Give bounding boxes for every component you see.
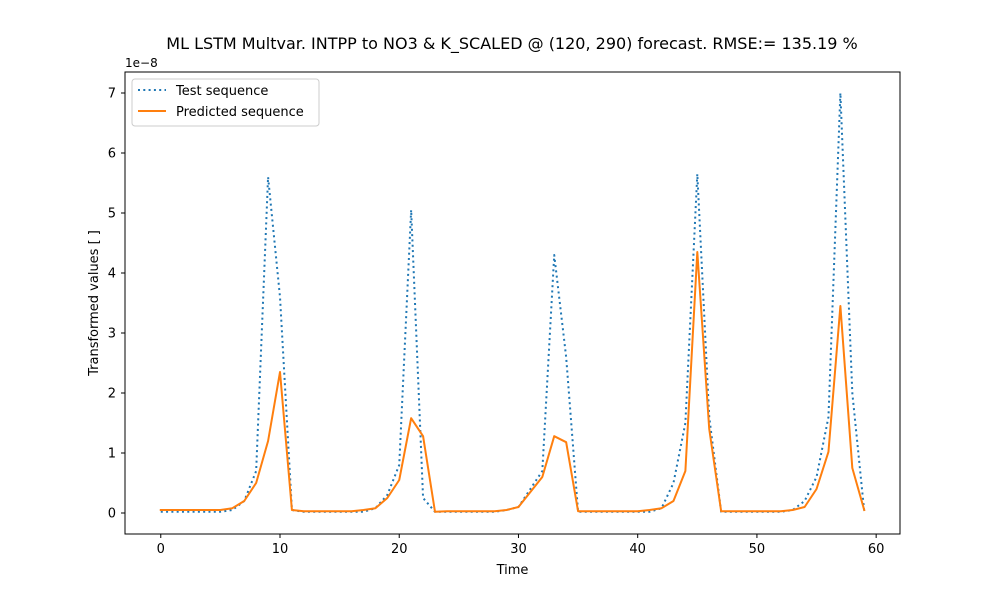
y-tick-label: 5 (108, 207, 116, 222)
y-tick-label: 2 (108, 387, 116, 402)
x-axis: 0 10 20 30 40 50 60 (157, 534, 885, 557)
chart-title: ML LSTM Multvar. INTPP to NO3 & K_SCALED… (166, 34, 857, 54)
y-tick-label: 4 (108, 267, 116, 282)
x-tick-label: 40 (629, 542, 646, 557)
y-tick-label: 0 (108, 507, 116, 522)
legend-box (131, 78, 320, 127)
y-tick-label: 7 (108, 87, 116, 102)
y-axis: 0 1 2 3 4 5 6 7 (108, 87, 125, 522)
y-tick-label: 1 (108, 447, 116, 462)
x-tick-label: 20 (391, 542, 408, 557)
x-tick-label: 30 (510, 542, 527, 557)
y-axis-label: Transformed values [ ] (87, 230, 102, 377)
plot-area (159, 92, 866, 513)
x-tick-label: 60 (868, 542, 885, 557)
series-line-predicted-sequence (159, 251, 866, 513)
legend-label-predicted-sequence: Predicted sequence (176, 105, 304, 120)
y-tick-label: 6 (108, 147, 116, 162)
plot-frame (124, 71, 901, 535)
y-tick-label: 3 (108, 327, 116, 342)
x-tick-label: 50 (749, 542, 766, 557)
x-tick-label: 10 (272, 542, 289, 557)
x-axis-label: Time (496, 563, 529, 578)
legend: Test sequence Predicted sequence (131, 78, 320, 127)
legend-label-test-sequence: Test sequence (175, 84, 268, 99)
y-offset-label: 1e−8 (125, 56, 158, 70)
x-tick-label: 0 (157, 542, 165, 557)
